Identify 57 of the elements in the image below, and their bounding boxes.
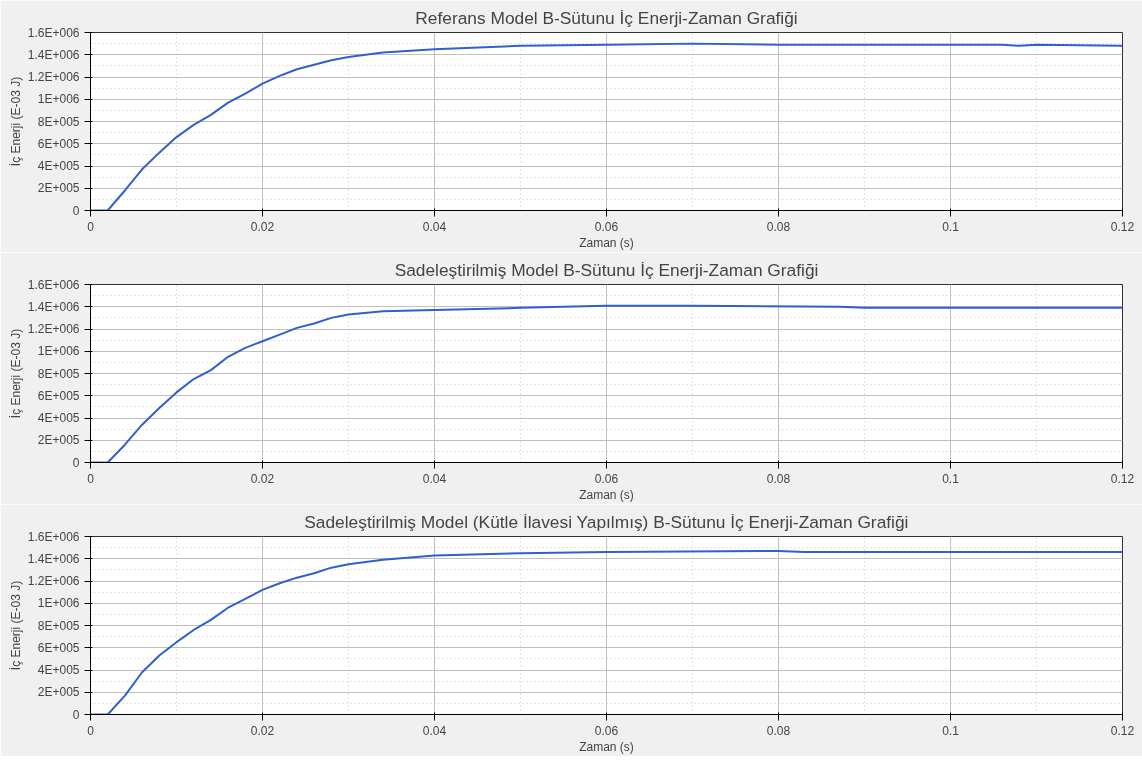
y-tick-label: 4E+005	[37, 663, 80, 677]
y-tick-label: 1.4E+006	[27, 47, 80, 62]
x-tick-label: 0.08	[766, 723, 791, 738]
y-tick-label: 6E+005	[37, 640, 80, 655]
x-tick-label: 0.12	[1110, 723, 1135, 738]
y-tick-label: 4E+005	[37, 411, 80, 425]
x-tick-label: 0.12	[1110, 471, 1135, 486]
y-tick-label: 2E+005	[37, 685, 80, 700]
chart-title: Referans Model B-Sütunu İç Enerji-Zaman Grafiği	[415, 7, 798, 28]
x-tick-label: 0.06	[594, 471, 619, 486]
x-tick-label: 0	[87, 471, 95, 486]
x-tick-label: 0.1	[942, 471, 960, 486]
x-tick-label: 0.02	[250, 471, 275, 486]
y-tick-label: 0	[72, 203, 80, 218]
x-tick-label: 0.06	[594, 219, 619, 234]
x-tick-label: 0.04	[422, 219, 447, 234]
x-tick-label: 0.02	[250, 219, 275, 234]
y-tick-label: 4E+005	[37, 159, 80, 173]
x-tick-label: 0.12	[1110, 219, 1135, 234]
y-tick-label: 1.6E+006	[27, 25, 80, 40]
y-tick-label: 2E+005	[37, 181, 80, 196]
x-tick-label: 0.04	[422, 471, 447, 486]
y-tick-label: 1.4E+006	[27, 299, 80, 314]
y-tick-label: 1E+006	[37, 596, 80, 611]
x-tick-label: 0.04	[422, 723, 447, 738]
y-tick-label: 1E+006	[37, 92, 80, 107]
x-axis-title: Zaman (s)	[579, 487, 634, 502]
x-tick-label: 0.02	[250, 723, 275, 738]
y-axis-title: İç Enerji (E-03 J)	[8, 76, 23, 167]
x-tick-label: 0.06	[594, 723, 619, 738]
x-tick-label: 0.08	[766, 471, 791, 486]
x-tick-label: 0	[87, 723, 95, 738]
y-tick-label: 1.6E+006	[27, 277, 80, 292]
y-tick-label: 2E+005	[37, 433, 80, 448]
y-tick-label: 6E+005	[37, 136, 80, 151]
y-tick-label: 8E+005	[37, 618, 80, 633]
y-axis-title: İç Enerji (E-03 J)	[8, 580, 23, 671]
y-tick-label: 0	[72, 707, 80, 722]
y-tick-label: 1.2E+006	[27, 70, 80, 84]
y-tick-label: 8E+005	[37, 114, 80, 129]
x-tick-label: 0.1	[942, 219, 960, 234]
x-axis-title: Zaman (s)	[579, 235, 634, 250]
y-tick-label: 1E+006	[37, 344, 80, 359]
y-axis-title: İç Enerji (E-03 J)	[8, 328, 23, 419]
y-tick-label: 1.2E+006	[27, 574, 80, 588]
y-tick-label: 8E+005	[37, 366, 80, 381]
chart-title: Sadeleştirilmiş Model B-Sütunu İç Enerji-Zaman Grafiği	[394, 259, 819, 280]
y-tick-label: 6E+005	[37, 388, 80, 403]
y-tick-label: 1.4E+006	[27, 551, 80, 566]
chart-title: Sadeleştirilmiş Model (Kütle İlavesi Yapılmış) B-Sütunu İç Enerji-Zaman Grafiği	[304, 511, 909, 532]
x-tick-label: 0	[87, 219, 95, 234]
x-tick-label: 0.1	[942, 723, 960, 738]
x-tick-label: 0.08	[766, 219, 791, 234]
y-tick-label: 0	[72, 455, 80, 470]
y-tick-label: 1.2E+006	[27, 322, 80, 336]
y-tick-label: 1.6E+006	[27, 529, 80, 544]
x-axis-title: Zaman (s)	[579, 739, 634, 754]
